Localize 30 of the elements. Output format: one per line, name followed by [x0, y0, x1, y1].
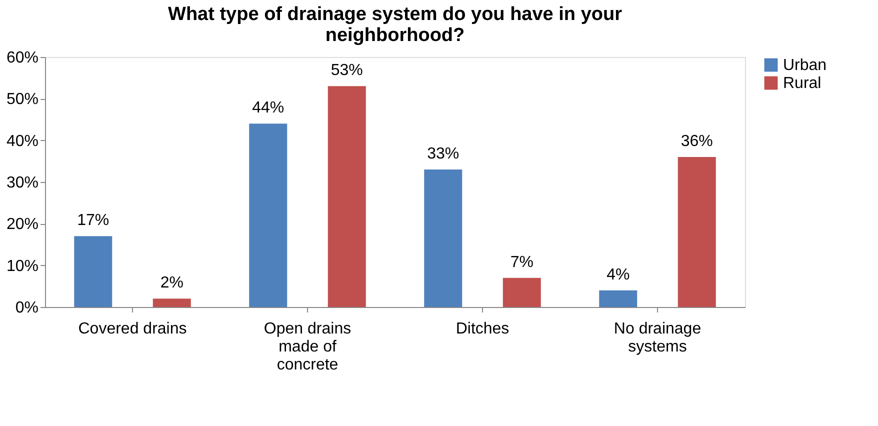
bar: [74, 236, 112, 307]
legend-label: Urban: [783, 57, 827, 74]
y-tick-label: 30%: [6, 174, 38, 192]
bar: [424, 170, 462, 307]
y-tick-label: 10%: [6, 258, 38, 275]
y-tick-label: 20%: [6, 216, 38, 234]
x-tick-label: Ditches: [456, 320, 510, 338]
text: 33%: [427, 146, 460, 162]
text: 2%: [160, 274, 184, 292]
bar: [249, 124, 288, 307]
chart-title: What type of drainage system do you have in your neighborhood?: [168, 4, 623, 46]
y-tick-label: 0%: [15, 300, 38, 316]
text: 44%: [252, 100, 284, 117]
text: 7%: [510, 254, 534, 271]
y-tick-label: 60%: [6, 50, 38, 66]
bar: [152, 298, 191, 307]
bar: [502, 278, 541, 307]
y-tick-label: 40%: [6, 132, 38, 150]
legend-label: Rural: [783, 75, 822, 92]
text: 36%: [680, 133, 713, 150]
x-tick-label: Open drains made of concrete: [264, 320, 352, 374]
text: 53%: [330, 62, 363, 80]
y-tick-label: 50%: [6, 91, 38, 108]
text: 17%: [77, 212, 110, 230]
text: 4%: [606, 266, 630, 284]
bar: [328, 86, 366, 307]
x-tick-label: No drainage systems: [614, 320, 702, 356]
x-tick-label: Covered drains: [78, 320, 187, 338]
bar: [678, 157, 716, 307]
bar: [599, 290, 638, 307]
